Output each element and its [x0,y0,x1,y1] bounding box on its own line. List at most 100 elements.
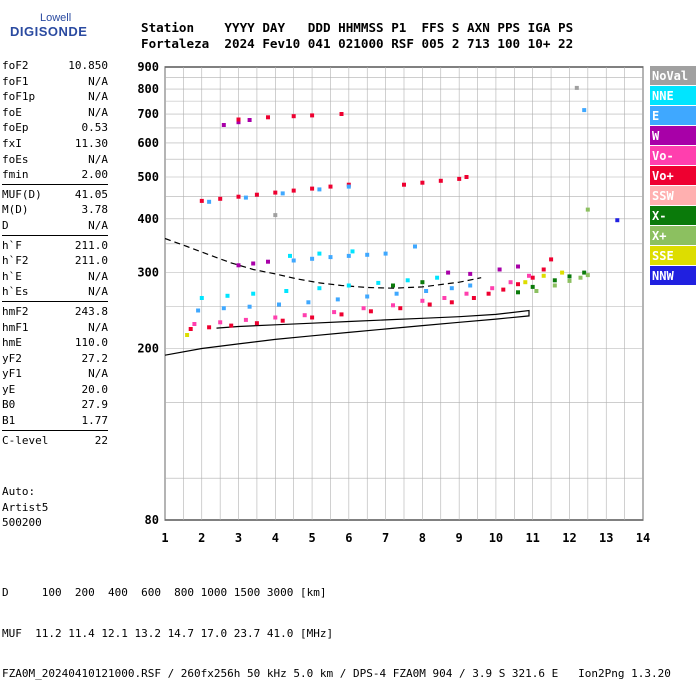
echo-point [236,117,241,122]
echo-point [582,108,587,113]
param-value: N/A [88,105,108,119]
param-value: 11.30 [74,136,108,150]
parameter-panel: foF2 10.850 foF1 N/A foF1p N/A foE N/A foEp 0.53 f… [2,58,108,448]
echo-point [317,187,322,192]
echo-point [288,253,292,258]
param-row: fxI 11.30 [2,136,108,152]
echo-point [383,251,388,256]
param-value: N/A [88,320,108,334]
param-value: 1.77 [81,414,109,428]
echo-point [471,296,476,300]
param-row: foF2 10.850 [2,58,108,74]
echo-point [247,118,252,122]
echo-point [552,278,557,283]
param-row: hmF2 243.8 [2,304,108,320]
param-separator [2,234,108,236]
param-name: foEs [2,152,29,166]
param-value: N/A [88,152,108,166]
echo-point [402,182,406,187]
echo-point [291,188,296,193]
x-tick-label: 6 [345,531,352,545]
param-row: foEs N/A [2,152,108,168]
legend-swatch [650,266,696,285]
param-row: hmE 110.0 [2,335,108,351]
auto-version: 500200 [2,516,42,530]
echo-point [486,291,491,296]
echo-point [188,327,193,331]
param-name: hmF1 [2,320,29,334]
param-value: 27.2 [81,351,109,365]
param-value: 0.53 [81,121,109,135]
param-row: foF1p N/A [2,89,108,105]
echo-point [446,270,451,275]
echo-point [310,256,315,261]
param-row: B1 1.77 [2,413,108,429]
param-row: hmF1 N/A [2,320,108,336]
echo-point [424,289,429,293]
x-tick-label: 10 [489,531,503,545]
echo-point [501,287,506,292]
echo-point [457,176,462,181]
echo-point [527,273,531,278]
param-name: M(D) [2,203,29,217]
param-value: 22 [94,433,108,447]
header-labels: Station YYYY DAY DDD HHMMSS P1 FFS S AXN… [141,20,574,35]
footer-file-info: FZA0M_20240410121000.RSF / 260fx256h 50 … [2,667,671,680]
y-tick-label: 200 [137,342,159,356]
echo-point [199,296,204,300]
param-name: foF1p [2,90,36,104]
echo-point [361,306,366,311]
auto-software: Artist5 [2,500,49,514]
echo-point [196,308,201,313]
param-name: MUF(D) [2,187,42,201]
echo-point [585,207,590,212]
echo-point [560,270,565,275]
param-name: yE [2,382,16,396]
echo-point [332,310,337,315]
x-tick-label: 8 [419,531,426,545]
echo-point [490,286,495,291]
param-name: foE [2,105,22,119]
param-name: hmF2 [2,304,29,318]
legend-label: X+ [652,229,666,243]
echo-point [449,300,454,305]
echo-point [530,275,535,280]
echo-point [523,280,528,285]
param-name: B0 [2,398,16,412]
footer-distance-row: D 100 200 400 600 800 1000 1500 3000 [km… [2,586,327,599]
echo-point [376,280,381,285]
echo-point [339,312,344,317]
y-tick-label: 300 [137,266,159,280]
echo-point [567,278,572,283]
logo-text-bottom: DIGISONDE [10,24,88,39]
legend-label: E [652,109,659,123]
echo-point [449,286,454,291]
x-tick-label: 2 [198,531,205,545]
echo-point [391,303,395,308]
echo-point [199,198,204,203]
param-value: 27.9 [81,398,109,412]
virtual-height-trace [164,237,482,289]
echo-point [346,253,351,258]
echo-point [368,309,373,314]
legend-swatch [650,206,696,225]
echo-point [405,278,410,283]
legend-label: NNE [652,89,674,103]
param-name: foF1 [2,74,29,88]
param-name: D [2,218,9,232]
echo-point [435,275,440,280]
param-row: yE 20.0 [2,382,108,398]
param-row: h`F 211.0 [2,238,108,254]
echo-point [420,280,425,285]
x-tick-label: 9 [456,531,463,545]
echo-point [221,123,226,127]
x-tick-label: 1 [161,531,168,545]
x-tick-label: 11 [525,531,539,545]
param-name: h`E [2,269,22,283]
y-tick-label: 500 [137,170,159,184]
autoscaling-info: Auto: Artist5 500200 [2,484,48,531]
param-row: foF1 N/A [2,74,108,90]
echo-point [207,325,212,330]
echo-point [328,184,333,189]
